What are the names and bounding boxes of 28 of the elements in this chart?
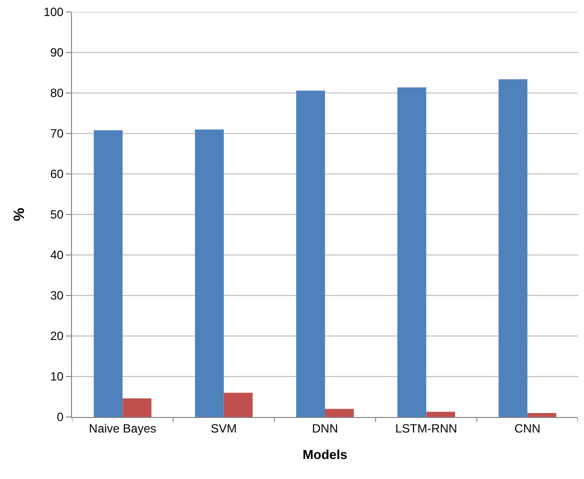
bar bbox=[527, 412, 556, 417]
bar bbox=[94, 130, 123, 417]
y-tick-label: 60 bbox=[50, 167, 64, 182]
bar bbox=[122, 398, 152, 417]
bar bbox=[194, 129, 224, 417]
x-tick-label: CNN bbox=[514, 421, 540, 436]
y-axis-title: % bbox=[10, 208, 28, 222]
x-axis-title: Models bbox=[302, 447, 348, 462]
bar bbox=[426, 412, 456, 417]
y-tick-label: 100 bbox=[44, 5, 64, 20]
bar bbox=[296, 90, 325, 417]
x-tick-label: SVM bbox=[210, 421, 237, 436]
x-tick-label: LSTM-RNN bbox=[395, 421, 458, 436]
bar bbox=[498, 79, 528, 417]
x-tick-label: DNN bbox=[312, 421, 338, 436]
y-tick-label: 90 bbox=[50, 46, 64, 60]
y-tick-label: 80 bbox=[50, 86, 64, 100]
x-tick-label: Naive Bayes bbox=[88, 421, 156, 436]
bar bbox=[224, 392, 253, 417]
y-tick-label: 50 bbox=[50, 208, 64, 222]
y-tick-label: 30 bbox=[50, 288, 64, 303]
y-tick-label: 10 bbox=[50, 370, 64, 384]
y-tick-label: 40 bbox=[50, 248, 64, 262]
y-tick-label: 70 bbox=[50, 126, 64, 141]
bar bbox=[397, 87, 426, 417]
y-tick-label: 20 bbox=[50, 329, 64, 344]
bar bbox=[325, 408, 354, 417]
y-tick-label: 0 bbox=[56, 410, 64, 424]
